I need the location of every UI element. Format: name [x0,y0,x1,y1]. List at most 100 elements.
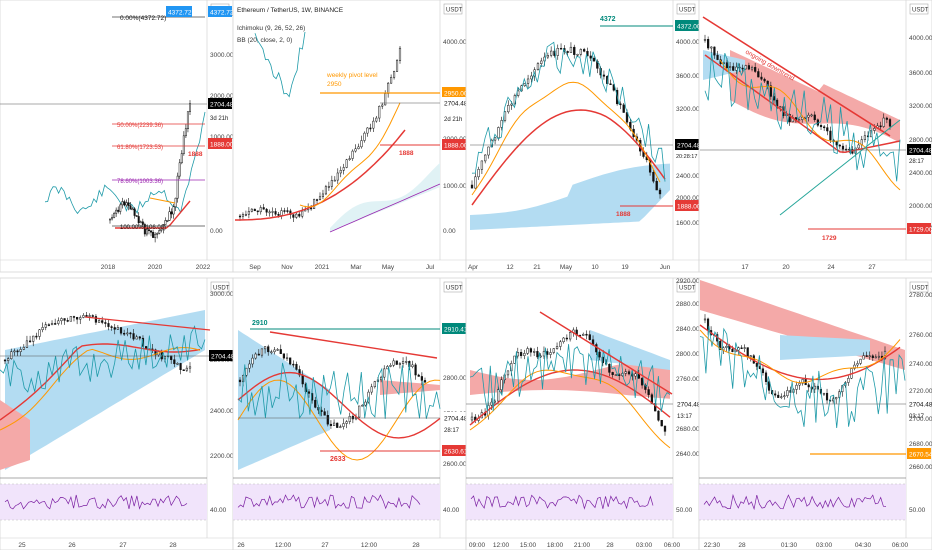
candle-body [3,359,7,362]
x-tick-label: 06:00 [664,542,681,549]
candles [238,45,402,222]
x-tick-label: 27 [868,264,876,271]
y-tick-label: 2740.00 [909,361,932,368]
x-tick-label: May [382,264,395,271]
candle-body [132,333,135,340]
candle-body [835,397,838,400]
x-tick-label: 12:00 [493,542,510,549]
candle-body [573,46,576,55]
timer: 03:17 [909,414,925,420]
y-tick-label: 2800.00 [909,137,932,144]
candle-body [176,363,179,365]
candle-body [160,228,163,231]
candle-body [97,320,101,323]
candle-body [60,318,63,322]
candle-body [589,55,592,59]
x-axis-labels: Sep Nov 2021 Mar May Jul [249,264,434,271]
x-tick-label: 28 [606,542,614,549]
resist-tag-text: 2910.41 [444,327,468,334]
candle-body [813,114,816,121]
candle-body [783,395,786,397]
candle-body [38,329,41,337]
candle-body [351,150,354,159]
candle-body [592,57,596,62]
cloud-blue-fill [238,330,330,470]
candle-body [602,74,606,77]
candle-body [530,75,533,80]
candle-body [375,117,378,122]
candle-body [835,141,838,146]
downtrend-line [539,311,673,395]
usdt-badge-text: USDT [679,286,696,292]
candle-body [663,425,667,432]
candle-body [274,211,277,215]
candle-body [707,39,710,49]
resist-label: 2910 [252,320,268,327]
candle-body [389,365,392,367]
cyan-line [699,325,906,429]
candle-body [487,146,490,156]
candle-body [127,202,130,206]
candle-body [186,111,189,129]
candle-body [747,65,750,70]
candle-body [868,355,871,358]
candle-body [173,359,176,365]
support-tag-bg [442,445,466,456]
candle-body [732,66,735,71]
ema-red-line [704,54,901,154]
candle-body [327,186,330,188]
candle-body [263,346,267,350]
ema-orange-line [149,197,176,204]
candle-body [801,116,804,120]
candle-body [289,210,292,215]
top-label: 4372.72 [166,6,192,17]
candle-body [725,345,728,348]
chart-panel-4: USDT 4000.00 3600.00 3200.00 2800.00 2400.00 2… [698,0,932,273]
candle-body [345,421,348,424]
pivot-label: weekly pivot level [326,72,378,79]
candle-body [339,426,342,428]
x-tick-label: 2022 [196,264,211,271]
candle-body [94,316,98,323]
ema-orange-line [299,102,401,208]
candle-body [104,322,107,324]
candle-body [180,153,183,164]
candle-body [329,423,333,426]
candle-body [133,208,136,216]
cloud-blue-fill [780,335,870,360]
x-tick-label: 26 [68,542,76,549]
candle-body [764,372,768,382]
y-tick-label: 4000.00 [676,39,700,46]
x-tick-label: 03:00 [636,542,653,549]
y-tick-label: 2760.00 [909,332,932,339]
candle-body [526,348,529,354]
timer: 3d 21h [210,116,228,122]
resistance-line [269,331,438,359]
candle-body [763,78,766,82]
top-label-text: 4372.72 [168,10,192,17]
candle-body [728,66,732,68]
candle-body [885,117,888,120]
candle-body [250,208,253,212]
x-tick-label: 12:00 [275,542,292,549]
y-tick-label: 3200.00 [676,106,700,113]
candle-body [268,211,271,214]
candle-body [285,357,289,360]
candle-body [769,85,772,97]
candle-body [569,332,572,340]
candle-body [88,315,91,317]
usdt-badge-text: USDT [679,8,696,14]
price-tag-text: 2704.48 [677,402,701,409]
candle-body [395,60,399,72]
candle-body [101,320,104,323]
price-tag-bg [209,350,233,361]
candle-body [516,352,519,357]
candle-body [370,386,373,393]
candle-body [743,347,746,349]
candle-body [546,55,550,58]
x-tick-label: 2021 [315,264,330,271]
candle-body [414,364,417,376]
candle-body [882,117,885,127]
fib-label-50: 50.00%(2239.36) [117,123,163,129]
